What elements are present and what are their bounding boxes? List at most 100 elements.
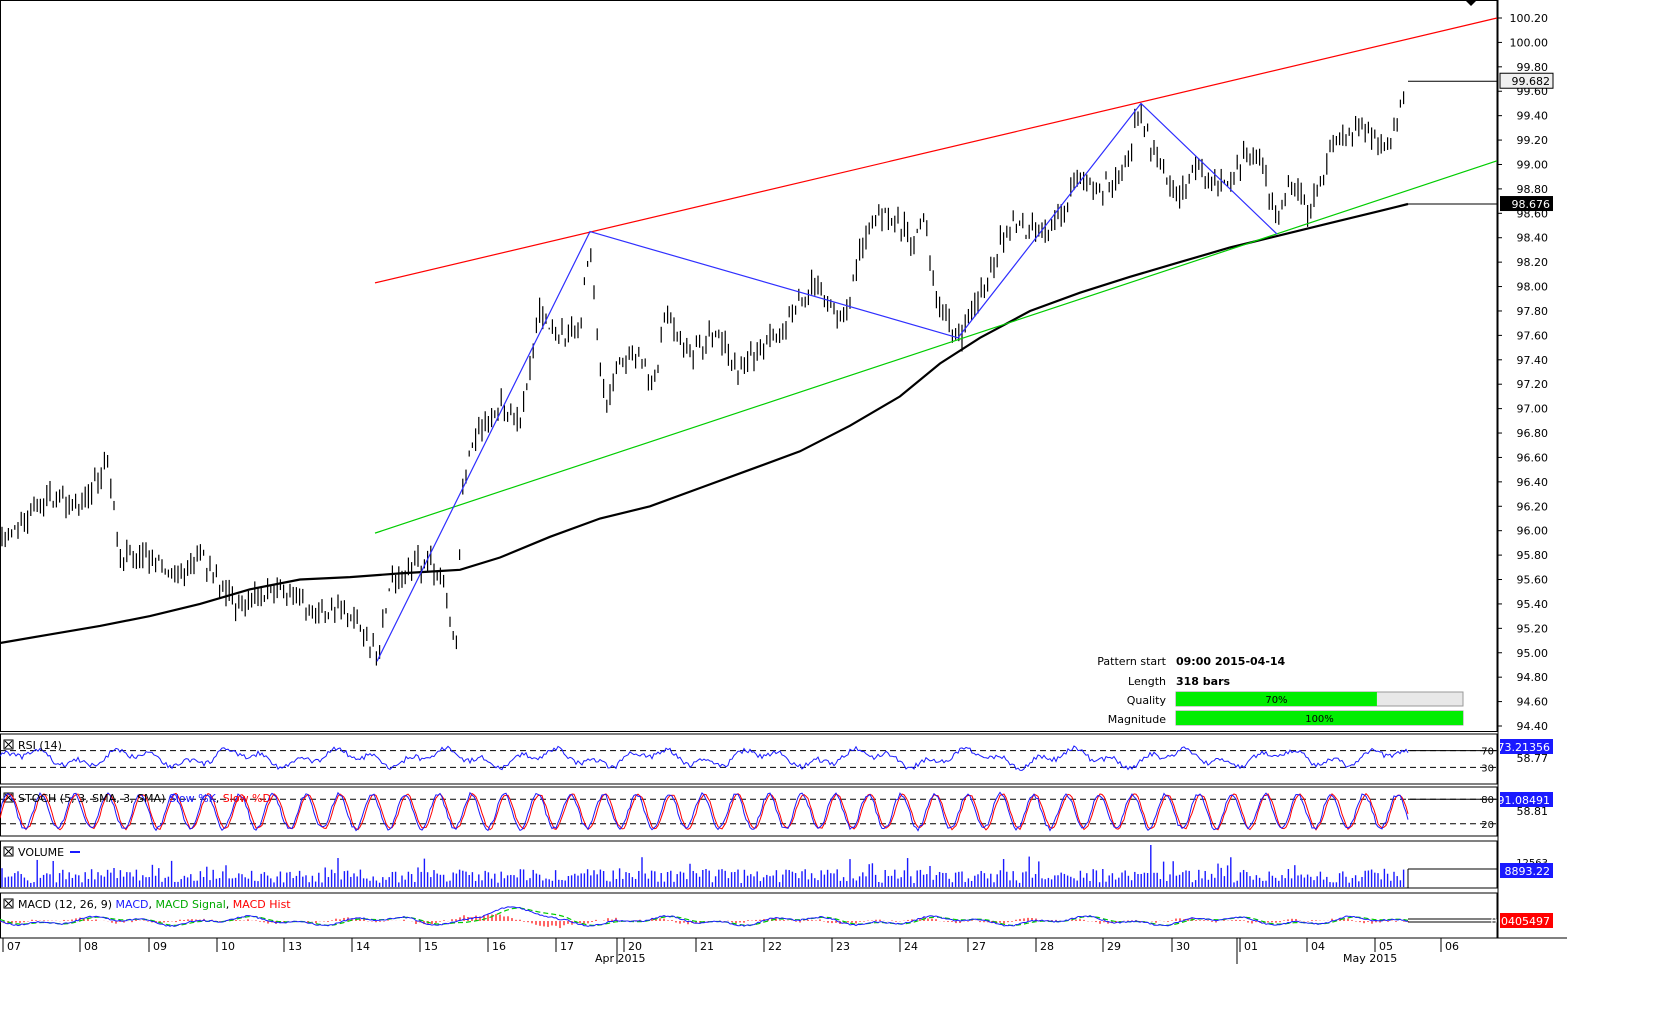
x-tick-label: 08 — [84, 940, 98, 953]
volume-panel-frame — [0, 840, 1498, 889]
price-tick-label: 95.80 — [1517, 549, 1549, 562]
rsi-ref: 58.77 — [1517, 752, 1549, 765]
ma-value: 98.676 — [1512, 198, 1551, 211]
price-tick-label: 95.60 — [1517, 574, 1549, 587]
volume-value-box — [1500, 863, 1553, 878]
volume-label: VOLUME — [18, 846, 64, 859]
price-tick-label: 98.80 — [1517, 183, 1549, 196]
x-tick-label: 24 — [904, 940, 918, 953]
moving-average-line — [0, 202, 1409, 645]
x-tick-label: 14 — [356, 940, 370, 953]
x-tick-label: 17 — [560, 940, 574, 953]
x-tick-label: 16 — [492, 940, 506, 953]
x-tick-label: 07 — [7, 940, 21, 953]
x-tick-label: 28 — [1040, 940, 1054, 953]
x-tick-label: 06 — [1445, 940, 1459, 953]
x-tick-label: 21 — [700, 940, 714, 953]
price-tick-label: 96.80 — [1517, 427, 1549, 440]
price-tick-label: 98.20 — [1517, 256, 1549, 269]
rsi-value: 73.21356 — [1498, 741, 1551, 754]
stoch-level-label: 80 — [1481, 795, 1494, 806]
main-plot-frame — [0, 0, 1498, 732]
x-tick-label: 09 — [153, 940, 167, 953]
x-tick-label: 27 — [972, 940, 986, 953]
volume-panel-close-icon-stroke — [4, 847, 13, 856]
macd-sep: , — [149, 898, 156, 911]
x-tick-label: 05 — [1379, 940, 1393, 953]
x-tick-label: 10 — [221, 940, 235, 953]
stoch-level-label: 20 — [1481, 820, 1494, 831]
rsi-panel-frame — [0, 733, 1498, 785]
price-tick-label: 95.20 — [1517, 622, 1549, 635]
x-tick-label: 04 — [1311, 940, 1325, 953]
price-tick-label: 99.40 — [1517, 110, 1549, 123]
macd-legend: MACD — [116, 898, 149, 911]
price-tick-label: 96.40 — [1517, 476, 1549, 489]
price-tick-label: 97.60 — [1517, 329, 1549, 342]
quality-bar-fill — [1176, 692, 1377, 706]
macd-hist-legend: MACD Hist — [233, 898, 292, 911]
length-value: 318 bars — [1176, 675, 1231, 688]
resistance-line — [374, 17, 1498, 284]
last-price-box — [1499, 72, 1554, 89]
pattern-zigzag-line — [376, 102, 1278, 662]
price-tick-label: 95.40 — [1517, 598, 1549, 611]
quality-value: 70% — [1265, 695, 1287, 706]
stoch-k-legend: Slow %K — [169, 792, 217, 805]
price-tick-label: 100.00 — [1510, 36, 1549, 49]
price-tick-label: 99.80 — [1517, 61, 1549, 74]
price-tick-label: 96.20 — [1517, 500, 1549, 513]
volume-value: 8893.22 — [1505, 865, 1551, 878]
stoch-label: STOCH (5, 3, SMA, 3, SMA) Slow %K, Slow … — [18, 792, 271, 805]
corner-arrow-icon — [1465, 0, 1477, 6]
stoch-sep: , — [216, 792, 223, 805]
price-bars — [1, 91, 1405, 666]
stoch-k-line — [0, 791, 1409, 832]
rsi-panel-close-icon-stroke — [4, 740, 13, 749]
magnitude-label: Magnitude — [1108, 713, 1167, 726]
price-tick-label: 94.60 — [1517, 696, 1549, 709]
price-tick-label: 97.80 — [1517, 305, 1549, 318]
rsi-level-label: 70 — [1481, 747, 1494, 758]
macd-label: MACD (12, 26, 9) MACD, MACD Signal, MACD… — [18, 898, 291, 911]
x-tick-label: 01 — [1244, 940, 1258, 953]
quality-label: Quality — [1127, 694, 1167, 707]
pattern-start-value: 09:00 2015-04-14 — [1176, 655, 1286, 668]
stoch-ref: 58.81 — [1517, 805, 1549, 818]
price-tick-label: 98.40 — [1517, 232, 1549, 245]
x-tick-label: 22 — [768, 940, 782, 953]
price-tick-label: 95.00 — [1517, 647, 1549, 660]
last-price-value: 99.682 — [1512, 75, 1551, 88]
macd-signal-legend: MACD Signal — [156, 898, 226, 911]
x-tick-label: 13 — [288, 940, 302, 953]
price-tick-label: 96.00 — [1517, 525, 1549, 538]
price-tick-label: 94.40 — [1517, 720, 1549, 733]
price-tick-label: 98.00 — [1517, 281, 1549, 294]
macd-signal-line — [0, 907, 1409, 927]
price-tick-label: 99.00 — [1517, 158, 1549, 171]
macd-value: 0.0405497 — [1491, 915, 1551, 928]
macd-sep: , — [226, 898, 233, 911]
x-tick-label: 20 — [628, 940, 642, 953]
chart-area[interactable]: RSI (14) 70 30 73.21356 58.77 STOCH (5, 3, SM… — [0, 0, 1567, 965]
x-tick-label: 29 — [1107, 940, 1121, 953]
price-tick-label: 97.20 — [1517, 378, 1549, 391]
month-label: May 2015 — [1343, 952, 1397, 964]
rsi-value-box — [1500, 739, 1553, 754]
stoch-d-legend: Slow %D — [223, 792, 271, 805]
macd-line — [0, 906, 1409, 927]
x-tick-label: 30 — [1176, 940, 1190, 953]
stoch-value-box — [1500, 792, 1553, 807]
price-tick-label: 96.60 — [1517, 451, 1549, 464]
x-tick-label: 15 — [424, 940, 438, 953]
x-tick-label: 23 — [836, 940, 850, 953]
support-line — [374, 160, 1498, 534]
rsi-label: RSI (14) — [18, 739, 62, 752]
price-tick-label: 100.20 — [1510, 12, 1549, 25]
ma-value-box — [1500, 196, 1553, 212]
macd-value-box — [1500, 913, 1553, 928]
price-tick-label: 99.20 — [1517, 134, 1549, 147]
rsi-level-label: 30 — [1481, 763, 1494, 774]
volume-bars — [1, 845, 1405, 887]
